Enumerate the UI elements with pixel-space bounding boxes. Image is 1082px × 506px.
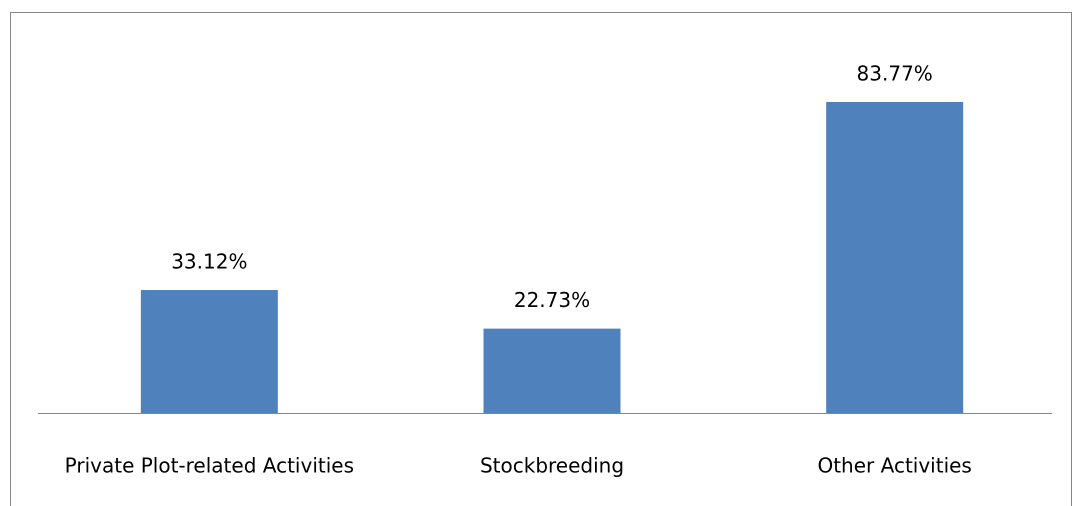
bar	[826, 102, 964, 413]
value-label: 83.77%	[857, 62, 933, 86]
x-tick-label: Other Activities	[817, 454, 971, 478]
x-tick-label: Private Plot-related Activities	[65, 454, 354, 478]
chart-frame	[10, 12, 1072, 506]
bar	[140, 290, 278, 413]
x-tick-label: Stockbreeding	[480, 454, 624, 478]
value-label: 22.73%	[514, 288, 590, 312]
bar	[483, 328, 621, 413]
value-label: 33.12%	[171, 250, 247, 274]
